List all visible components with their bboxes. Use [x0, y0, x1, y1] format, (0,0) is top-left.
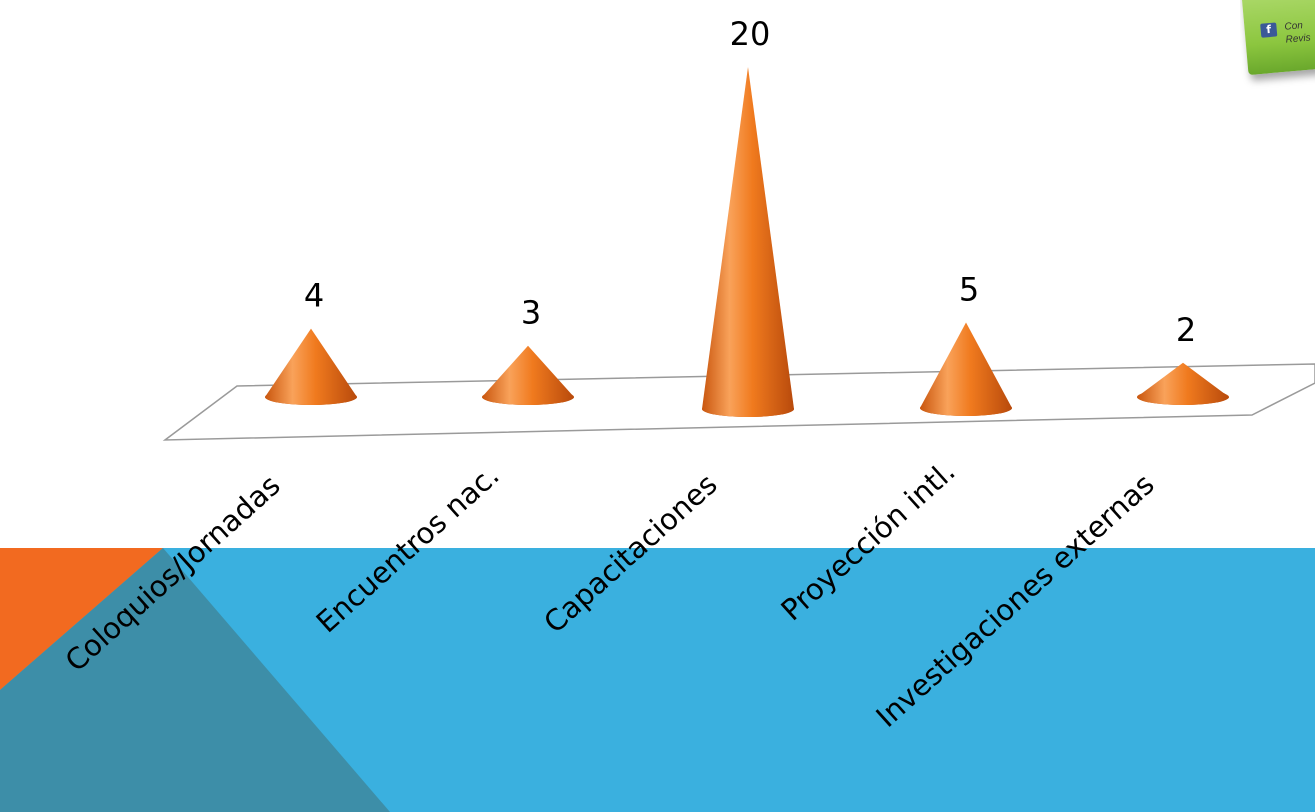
category-labels: Coloquios/Jornadas Encuentros nac. Capacit…: [59, 454, 1161, 734]
data-label-3: 20: [730, 15, 771, 53]
category-label-3: Capacitaciones: [537, 467, 724, 640]
data-label-2: 3: [521, 294, 541, 332]
data-label-1: 4: [304, 277, 324, 315]
dark-teal-triangle: [0, 548, 390, 812]
data-label-4: 5: [959, 271, 979, 309]
cone-bar-1: [265, 328, 357, 405]
cone-bar-2: [482, 345, 574, 405]
data-label-5: 2: [1176, 311, 1196, 349]
cone-bar-3: [702, 67, 794, 417]
data-labels: 4 3 20 5 2: [304, 15, 1196, 349]
category-label-1: Coloquios/Jornadas: [59, 468, 287, 678]
category-label-2: Encuentros nac.: [310, 458, 506, 639]
cone-series: [265, 67, 1229, 417]
cone-bar-5: [1137, 362, 1229, 405]
category-label-4: Proyección intl.: [774, 454, 961, 627]
cone-bar-4: [920, 322, 1012, 416]
chart-floor: [162, 363, 1315, 441]
